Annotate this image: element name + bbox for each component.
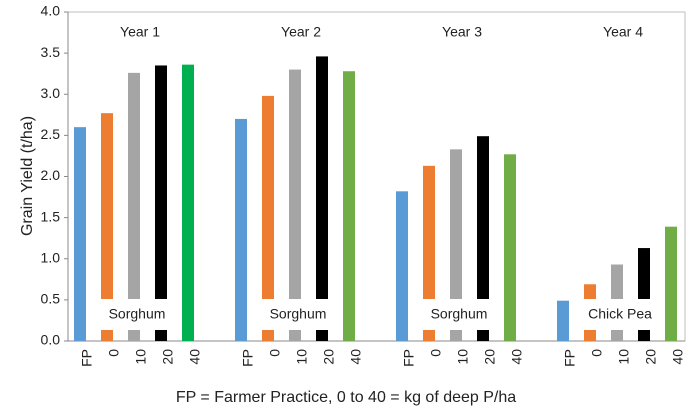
x-tick-label: 10: [133, 349, 149, 365]
bar: [396, 191, 408, 341]
crop-label-box: [99, 299, 175, 330]
bar: [557, 300, 569, 341]
x-tick-label: 10: [294, 349, 310, 365]
x-tick-label: FP: [79, 349, 95, 367]
x-tick-label: FP: [240, 349, 256, 367]
x-tick-label: FP: [562, 349, 578, 367]
group-label: Year 1: [120, 24, 160, 40]
x-tick-label: 40: [670, 349, 686, 365]
y-tick-label: 0.5: [41, 291, 61, 307]
bar: [504, 154, 516, 341]
bar: [289, 69, 301, 341]
bar: [155, 65, 167, 342]
y-tick-label: 2.0: [41, 167, 61, 183]
bar: [128, 72, 140, 342]
bar: [235, 118, 247, 341]
crop-label-box: [260, 299, 336, 330]
x-tick-label: 0: [428, 349, 444, 357]
x-tick-label: 0: [106, 349, 122, 357]
crop-label: Sorghum: [270, 306, 327, 322]
x-tick-label: 40: [509, 349, 525, 365]
crop-label: Chick Pea: [588, 306, 652, 322]
crop-label-box: [582, 299, 658, 330]
y-tick-label: 2.5: [41, 126, 61, 142]
y-tick-label: 1.5: [41, 208, 61, 224]
x-tick-label: 20: [482, 349, 498, 365]
group-label: Year 2: [281, 24, 321, 40]
x-tick-label: 40: [348, 349, 364, 365]
x-tick-label: FP: [401, 349, 417, 367]
x-tick-label: 10: [616, 349, 632, 365]
x-tick-label: 20: [321, 349, 337, 365]
y-tick-label: 1.0: [41, 249, 61, 265]
bar: [262, 95, 274, 342]
bar: [477, 136, 489, 341]
y-tick-label: 3.0: [41, 85, 61, 101]
y-axis-title: Grain Yield (t/ha): [19, 116, 36, 236]
x-tick-label: 40: [187, 349, 203, 365]
bar: [101, 113, 113, 341]
crop-label: Sorghum: [109, 306, 166, 322]
x-tick-label: 0: [589, 349, 605, 357]
x-tick-label: 0: [267, 349, 283, 357]
group-label: Year 3: [442, 24, 482, 40]
y-tick-label: 3.5: [41, 44, 61, 60]
bar: [74, 127, 86, 342]
bar: [450, 149, 462, 341]
y-tick-label: 0.0: [41, 332, 61, 348]
x-tick-label: 20: [643, 349, 659, 365]
x-tick-label: 20: [160, 349, 176, 365]
bar: [343, 71, 355, 341]
bar: [182, 64, 194, 341]
bar: [665, 226, 677, 341]
bar: [423, 165, 435, 341]
y-tick-label: 4.0: [41, 3, 61, 19]
crop-label: Sorghum: [431, 306, 488, 322]
bar: [316, 56, 328, 341]
group-label: Year 4: [603, 24, 643, 40]
crop-label-box: [421, 299, 497, 330]
x-tick-label: 10: [455, 349, 471, 365]
x-axis-title: FP = Farmer Practice, 0 to 40 = kg of de…: [176, 389, 516, 406]
